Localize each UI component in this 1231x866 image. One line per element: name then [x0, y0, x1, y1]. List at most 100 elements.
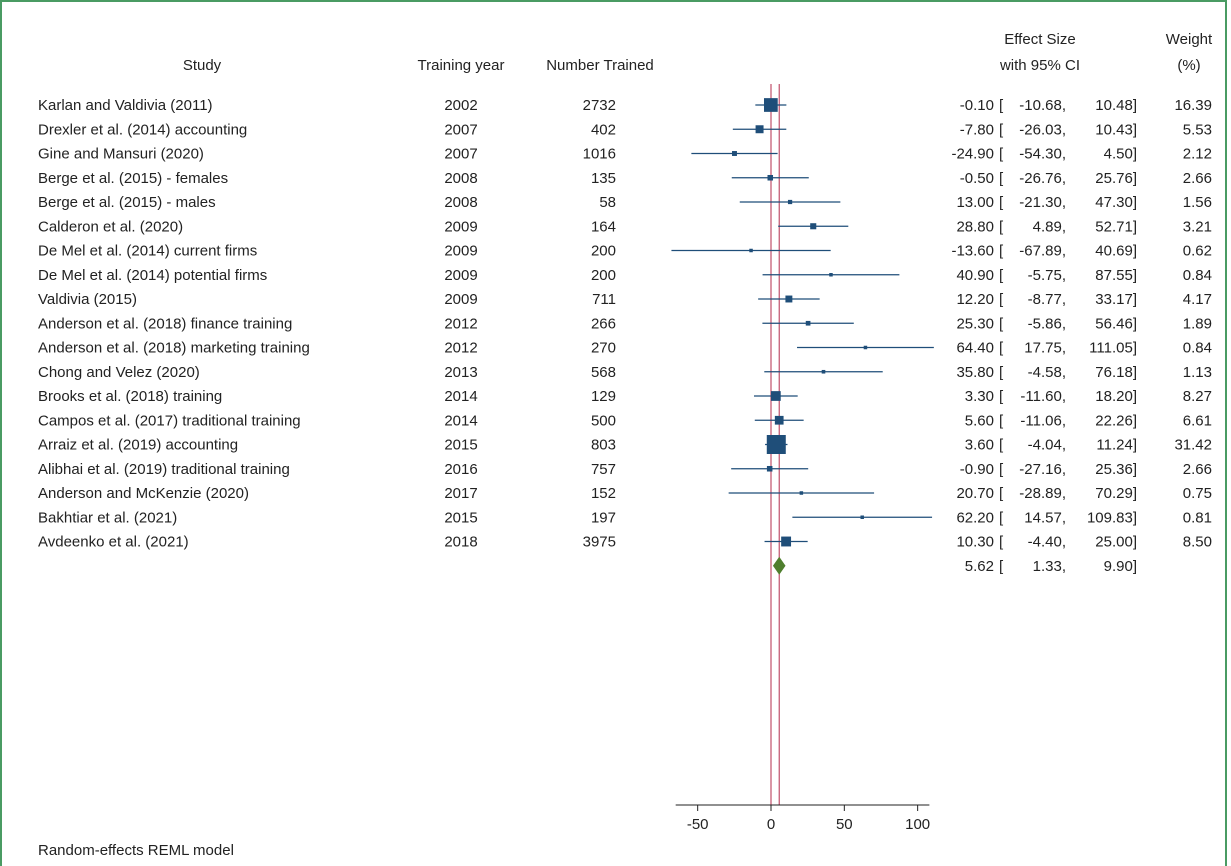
study-label: Anderson et al. (2018) marketing trainin…	[38, 340, 310, 357]
ci-lower: -67.89,	[1019, 243, 1066, 260]
study-label: Berge et al. (2015) - males	[38, 194, 216, 211]
training-year: 2015	[444, 437, 477, 454]
ci-bracket-open: [	[999, 243, 1004, 260]
ci-bracket-open: [	[999, 97, 1004, 114]
ci-upper: 10.43]	[1095, 121, 1137, 138]
ci-upper: 22.26]	[1095, 412, 1137, 429]
training-year: 2002	[444, 97, 477, 114]
number-trained: 1016	[583, 146, 616, 163]
effect-marker	[767, 174, 774, 181]
number-trained: 164	[591, 218, 616, 235]
study-label: Anderson et al. (2018) finance training	[38, 315, 292, 332]
x-axis: -50 0 50 100	[675, 804, 930, 833]
weight-value: 0.75	[1183, 485, 1212, 502]
ci-lower: 14.57,	[1024, 509, 1066, 526]
x-tick-label: 50	[836, 816, 853, 833]
study-label: De Mel et al. (2014) current firms	[38, 243, 257, 260]
number-trained: 197	[591, 509, 616, 526]
effect-marker	[732, 151, 737, 156]
ci-upper: 109.83]	[1087, 509, 1137, 526]
header-weight: Weight	[1166, 31, 1213, 48]
header-study: Study	[183, 57, 222, 74]
number-trained: 58	[599, 194, 616, 211]
ci-bracket-open: [	[999, 534, 1004, 551]
study-row: Alibhai et al. (2019) traditional traini…	[38, 461, 1212, 478]
study-row: Berge et al. (2015) - females 2008 135 -0.5…	[38, 170, 1212, 187]
effect-size-value: 10.30	[956, 534, 994, 551]
number-trained: 711	[592, 291, 616, 308]
ci-upper: 70.29]	[1095, 485, 1137, 502]
study-row: Chong and Velez (2020) 2013 568 35.80 [-4.58…	[38, 364, 1212, 381]
study-label: Avdeenko et al. (2021)	[38, 534, 189, 551]
training-year: 2008	[444, 194, 477, 211]
effect-size-value: 40.90	[956, 267, 994, 284]
weight-value: 2.66	[1183, 461, 1212, 478]
overall-effect-size: 5.62	[965, 558, 994, 575]
study-label: Karlan and Valdivia (2011)	[38, 97, 213, 114]
study-rows: Karlan and Valdivia (2011) 2002 2732 -0.10 […	[38, 97, 1212, 575]
study-row: Anderson et al. (2018) finance training 2…	[38, 315, 1212, 332]
study-label: De Mel et al. (2014) potential firms	[38, 267, 267, 284]
training-year: 2016	[444, 461, 477, 478]
study-label: Berge et al. (2015) - females	[38, 170, 228, 187]
study-label: Alibhai et al. (2019) traditional traini…	[38, 461, 290, 478]
ci-lower: -5.86,	[1028, 315, 1066, 332]
effect-marker	[774, 415, 784, 425]
ci-upper: 52.71]	[1095, 218, 1137, 235]
study-label: Drexler et al. (2014) accounting	[38, 121, 247, 138]
number-trained: 803	[591, 437, 616, 454]
number-trained: 402	[591, 121, 616, 138]
ci-lower: -11.06,	[1020, 412, 1066, 429]
weight-value: 2.66	[1183, 170, 1212, 187]
weight-value: 31.42	[1174, 437, 1212, 454]
number-trained: 500	[591, 412, 616, 429]
overall-ci-lower: 1.33,	[1033, 558, 1066, 575]
effect-size-value: 25.30	[956, 315, 994, 332]
weight-value: 8.50	[1183, 534, 1212, 551]
ci-bracket-open: [	[999, 340, 1004, 357]
ci-lower: -10.68,	[1019, 97, 1066, 114]
number-trained: 200	[591, 267, 616, 284]
ci-bracket-open: [	[999, 170, 1004, 187]
ci-lower: -28.89,	[1019, 485, 1066, 502]
ci-bracket-open: [	[999, 291, 1004, 308]
number-trained: 2732	[583, 97, 616, 114]
ci-bracket-open: [	[999, 194, 1004, 211]
footnote: Random-effects REML model	[38, 842, 234, 859]
ci-upper: 18.20]	[1095, 388, 1137, 405]
ci-lower: -21.30,	[1019, 194, 1066, 211]
ci-upper: 47.30]	[1095, 194, 1137, 211]
header-number-trained: Number Trained	[546, 57, 654, 74]
weight-value: 6.61	[1183, 412, 1212, 429]
effect-marker	[810, 223, 817, 230]
header-weight-unit: (%)	[1177, 57, 1200, 74]
ci-upper: 11.24]	[1096, 437, 1137, 454]
header-training-year: Training year	[418, 57, 505, 74]
effect-marker	[766, 465, 773, 472]
study-row: Karlan and Valdivia (2011) 2002 2732 -0.10 […	[38, 97, 1212, 114]
ci-lower: -11.60,	[1020, 388, 1066, 405]
effect-marker	[755, 125, 764, 134]
study-row: Valdivia (2015) 2009 711 12.20 [-8.77, 33.17]…	[38, 291, 1212, 308]
study-label: Bakhtiar et al. (2021)	[38, 509, 177, 526]
weight-value: 1.56	[1183, 194, 1212, 211]
weight-value: 0.84	[1183, 340, 1212, 357]
effect-size-value: -24.90	[951, 146, 994, 163]
effect-size-value: 12.20	[956, 291, 994, 308]
study-row: Gine and Mansuri (2020) 2007 1016 -24.90 [-5…	[38, 146, 1212, 163]
training-year: 2009	[444, 267, 477, 284]
weight-value: 1.89	[1183, 315, 1212, 332]
training-year: 2015	[444, 509, 477, 526]
study-label: Campos et al. (2017) traditional trainin…	[38, 412, 301, 429]
weight-value: 5.53	[1183, 121, 1212, 138]
effect-marker	[781, 536, 792, 547]
training-year: 2007	[444, 121, 477, 138]
effect-marker	[785, 295, 793, 303]
weight-value: 8.27	[1183, 388, 1212, 405]
number-trained: 757	[591, 461, 616, 478]
ci-lower: -4.58,	[1028, 364, 1066, 381]
ci-bracket-open: [	[999, 267, 1004, 284]
effect-size-value: 3.60	[965, 437, 994, 454]
ci-lower: 17.75,	[1024, 340, 1066, 357]
header-effect-size: Effect Size	[1004, 31, 1075, 48]
